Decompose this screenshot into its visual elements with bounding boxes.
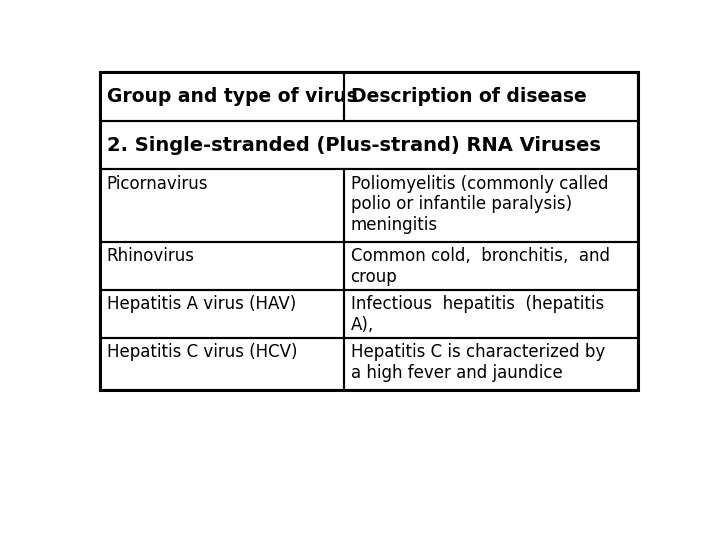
Text: Common cold,  bronchitis,  and
croup: Common cold, bronchitis, and croup xyxy=(351,247,610,286)
Text: Hepatitis A virus (HAV): Hepatitis A virus (HAV) xyxy=(107,295,296,313)
Text: Hepatitis C is characterized by
a high fever and jaundice: Hepatitis C is characterized by a high f… xyxy=(351,343,605,382)
Text: Poliomyelitis (commonly called
polio or infantile paralysis)
meningitis: Poliomyelitis (commonly called polio or … xyxy=(351,174,608,234)
Text: 2. Single-stranded (Plus-strand) RNA Viruses: 2. Single-stranded (Plus-strand) RNA Vir… xyxy=(107,136,600,155)
Text: Description of disease: Description of disease xyxy=(351,87,586,106)
Text: Hepatitis C virus (HCV): Hepatitis C virus (HCV) xyxy=(107,343,297,361)
Text: Infectious  hepatitis  (hepatitis
A),: Infectious hepatitis (hepatitis A), xyxy=(351,295,604,334)
Text: Rhinovirus: Rhinovirus xyxy=(107,247,194,265)
Text: Group and type of virus: Group and type of virus xyxy=(107,87,358,106)
Text: Picornavirus: Picornavirus xyxy=(107,174,208,193)
